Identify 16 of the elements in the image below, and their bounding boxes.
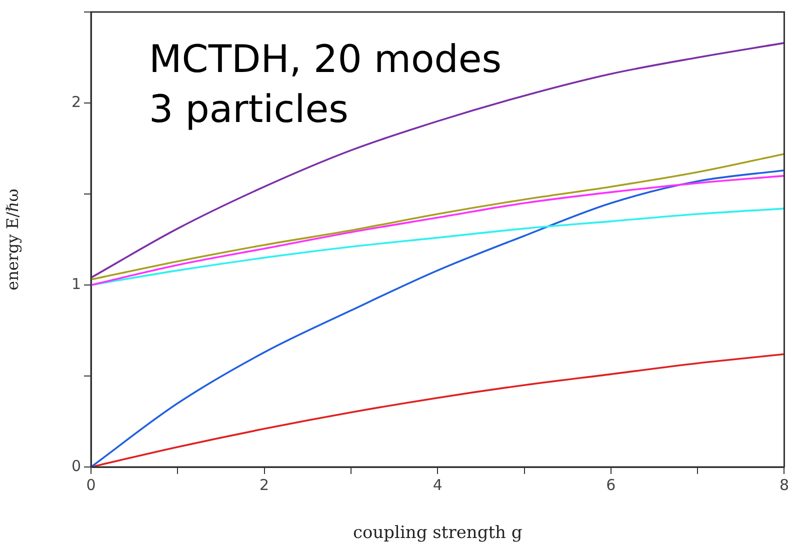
x-tick-label: 6 — [606, 476, 616, 494]
annotation: 3 particles — [149, 87, 348, 131]
x-axis-title: coupling strength g — [352, 523, 522, 544]
y-tick-label: 1 — [71, 274, 81, 293]
x-tick-label: 4 — [432, 476, 442, 494]
x-tick-label: 0 — [86, 476, 96, 494]
line-series — [91, 153, 784, 280]
line-series — [91, 174, 784, 286]
y-axis-title: energy E/ℏω — [2, 188, 22, 290]
annotation: MCTDH, 20 modes — [149, 37, 502, 81]
y-tick-label: 2 — [71, 92, 81, 111]
x-tick-label: 8 — [779, 476, 789, 494]
line-series — [91, 208, 784, 286]
x-tick-label: 2 — [260, 476, 270, 494]
y-tick-label: 0 — [71, 456, 81, 475]
line-series — [91, 42, 784, 279]
